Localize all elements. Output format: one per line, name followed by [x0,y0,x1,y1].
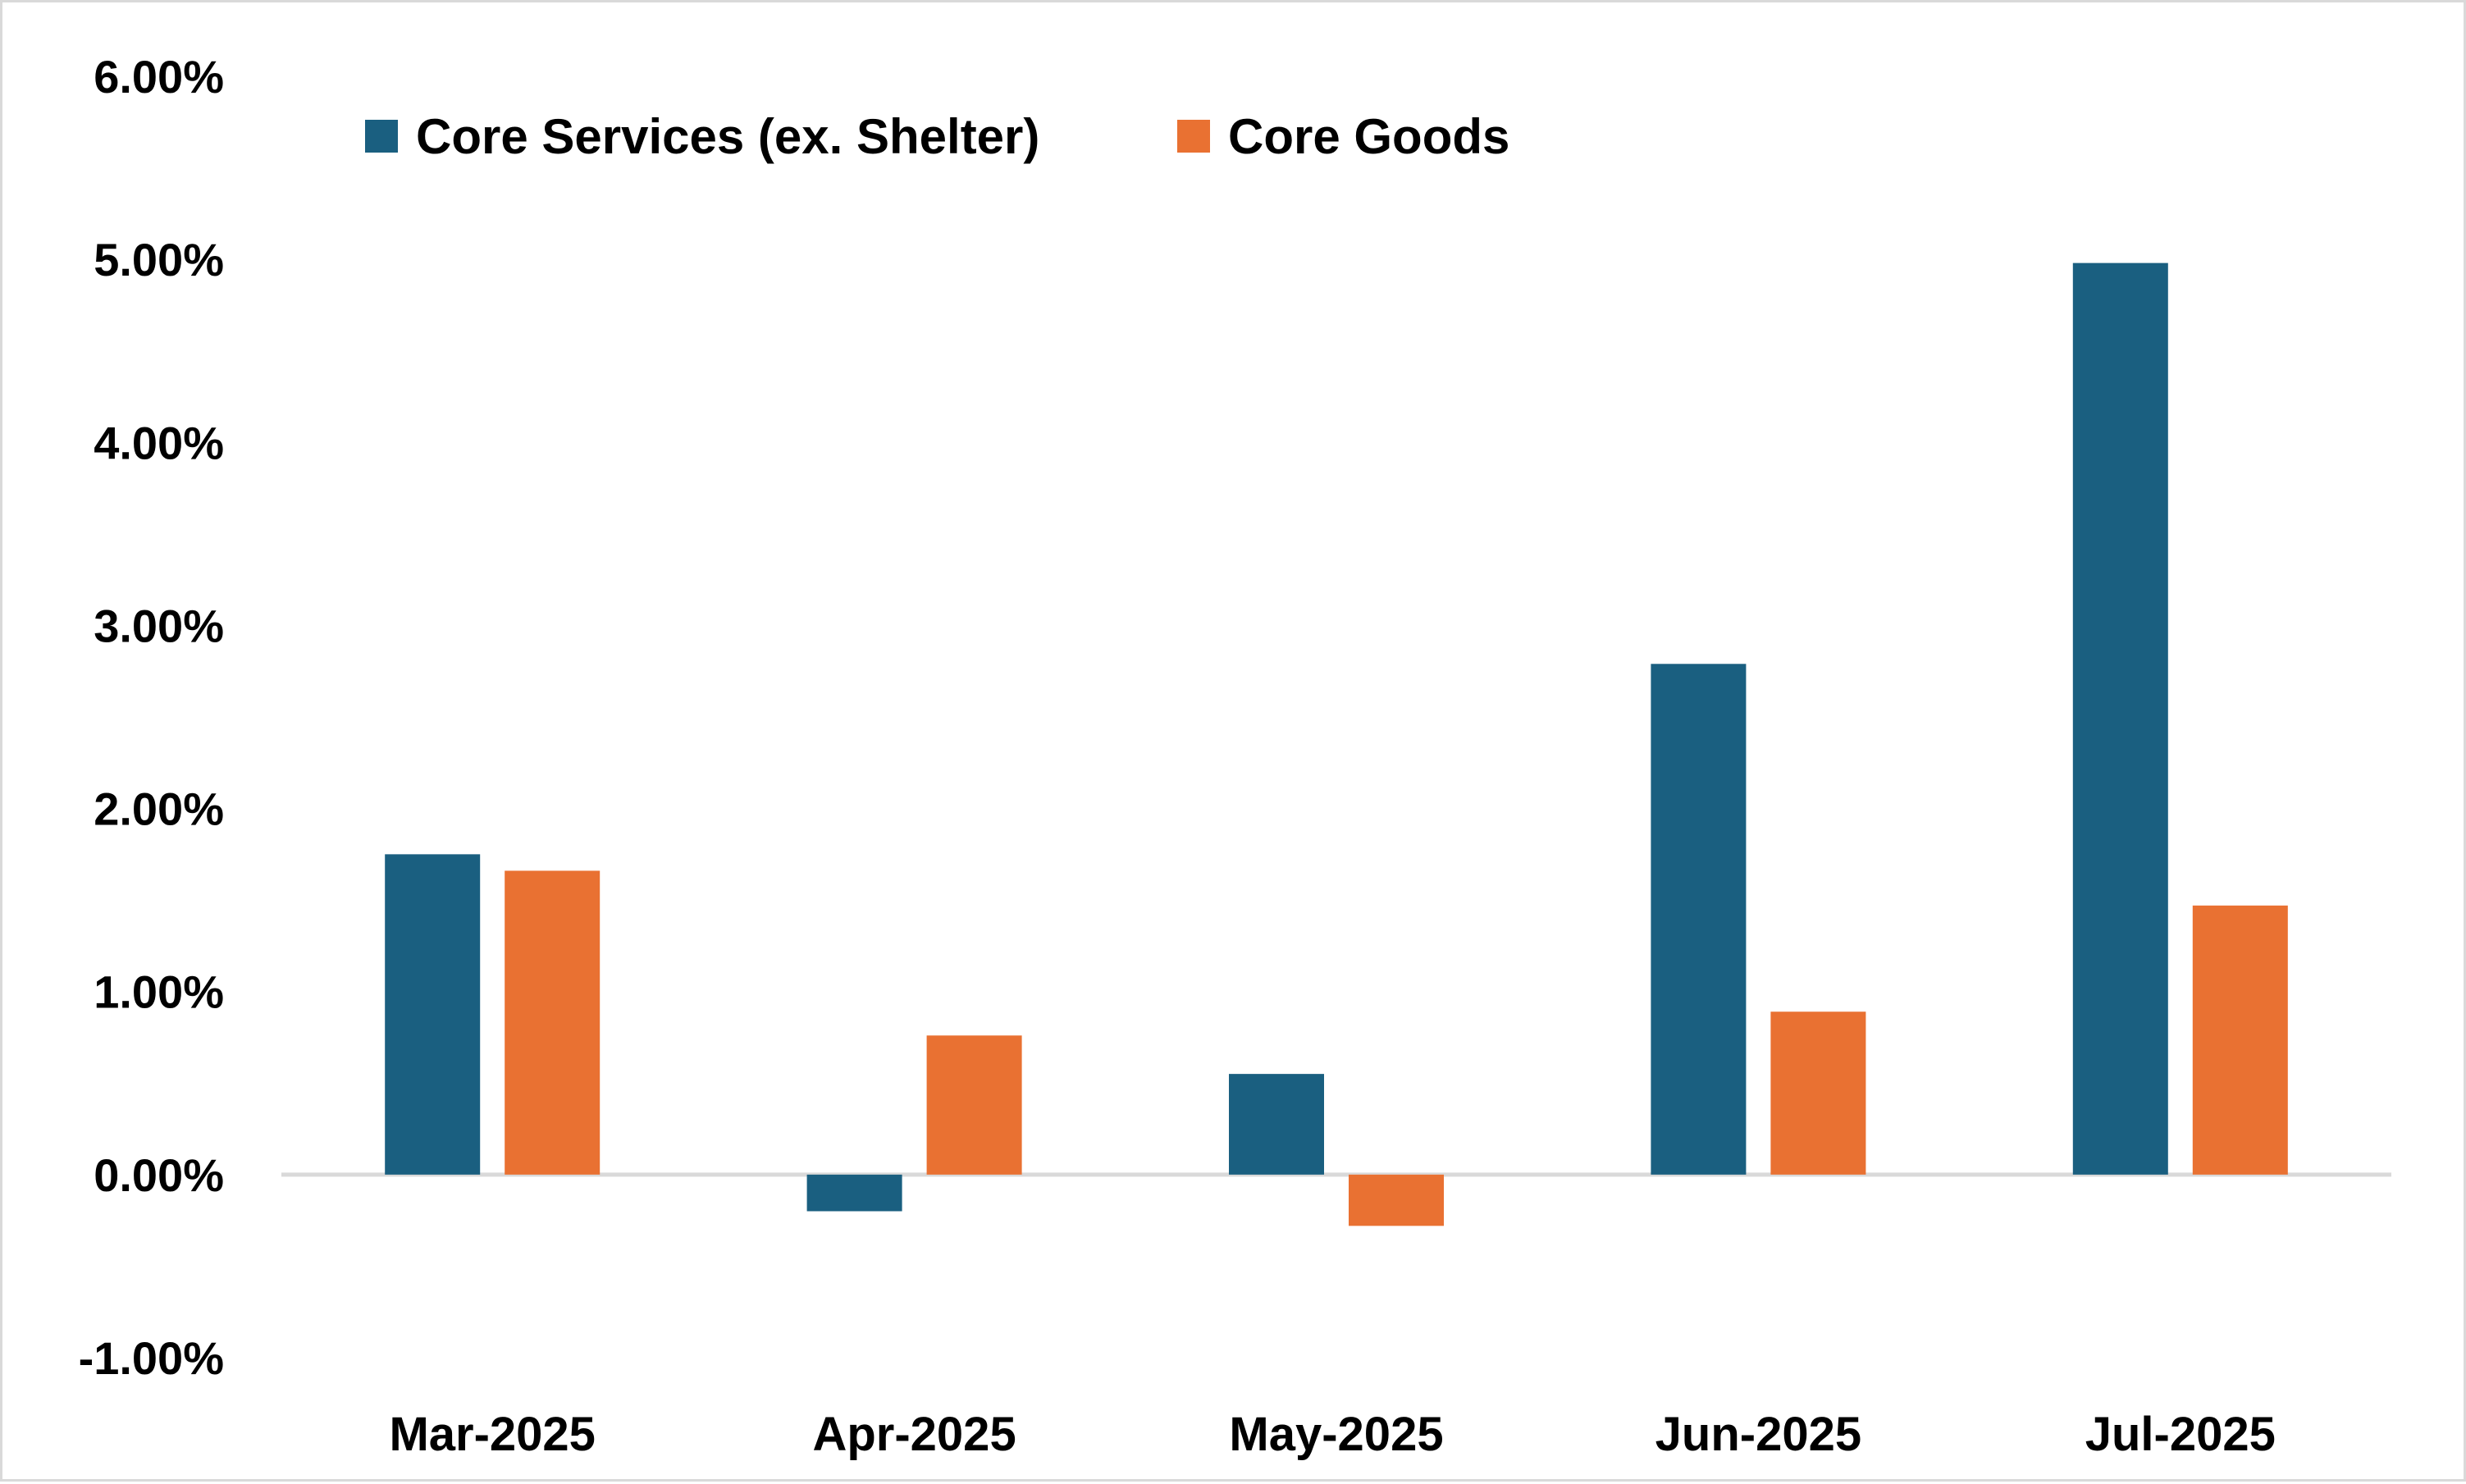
x-category-label: Apr-2025 [812,1408,1016,1461]
x-category-label: Jul-2025 [2085,1408,2276,1461]
y-tick-label: 6.00% [94,51,224,103]
bar-core-services-mar-2025 [385,854,481,1175]
bar-core-goods-apr-2025 [926,1035,1022,1175]
legend-swatch [1177,120,1210,153]
y-tick-label: 1.00% [94,966,224,1018]
bar-core-services-apr-2025 [806,1174,902,1212]
legend-swatch [365,120,398,153]
y-tick-label: 2.00% [94,783,224,835]
x-category-label: May-2025 [1229,1408,1443,1461]
bar-core-goods-jun-2025 [1770,1011,1866,1175]
bar-series [385,263,2288,1226]
x-axis-category-labels: Mar-2025 Apr-2025 May-2025 Jun-2025 Jul-2025 [389,1408,2275,1461]
y-tick-label: -1.00% [79,1332,224,1384]
bar-core-services-jun-2025 [1651,664,1747,1175]
bar-core-goods-may-2025 [1349,1174,1444,1226]
bar-core-services-may-2025 [1229,1074,1324,1175]
x-category-label: Jun-2025 [1655,1408,1861,1461]
bar-core-goods-mar-2025 [505,870,601,1175]
legend-label: Core Goods [1228,109,1509,164]
bar-core-goods-jul-2025 [2192,905,2288,1175]
y-tick-label: 0.00% [94,1149,224,1201]
y-tick-label: 5.00% [94,234,224,285]
y-tick-label: 3.00% [94,600,224,651]
bar-core-services-jul-2025 [2072,263,2168,1175]
legend-label: Core Services (ex. Shelter) [416,109,1039,164]
y-axis-tick-labels: 6.00% 5.00% 4.00% 3.00% 2.00% 1.00% 0.00% -1.00… [79,51,224,1384]
y-tick-label: 4.00% [94,417,224,468]
x-category-label: Mar-2025 [389,1408,595,1461]
legend: Core Services (ex. Shelter) Core Goods [365,109,1509,164]
